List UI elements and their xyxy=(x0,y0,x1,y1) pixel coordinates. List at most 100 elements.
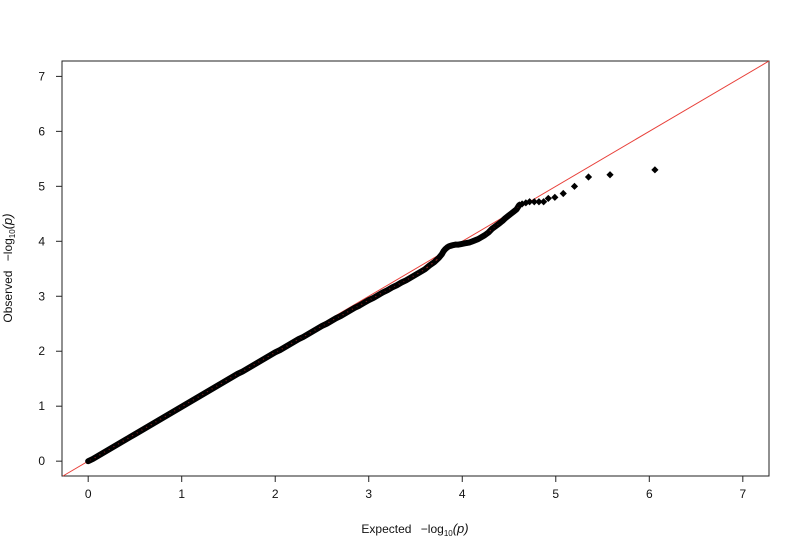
data-point xyxy=(197,392,204,399)
data-point xyxy=(485,229,492,236)
data-point xyxy=(513,206,520,213)
data-point xyxy=(421,266,428,273)
data-point xyxy=(286,341,293,348)
data-point xyxy=(551,193,559,201)
data-point xyxy=(211,384,218,391)
y-tick-label: 0 xyxy=(38,454,45,468)
data-point xyxy=(403,277,410,284)
data-point xyxy=(290,338,297,345)
data-point xyxy=(169,409,176,416)
data-point xyxy=(206,387,213,394)
data-point xyxy=(309,328,316,335)
data-point xyxy=(230,373,237,380)
data-point xyxy=(225,376,232,383)
data-point xyxy=(281,344,288,351)
data-point xyxy=(94,453,101,460)
data-point xyxy=(375,292,382,299)
data-point xyxy=(248,363,255,370)
y-axis: 0 1 2 3 4 5 6 7 xyxy=(38,69,62,468)
x-axis-label-prefix: Expected xyxy=(361,522,411,536)
data-point xyxy=(244,365,251,372)
x-tick-label: 2 xyxy=(272,487,279,501)
data-point xyxy=(131,431,138,438)
data-point xyxy=(426,262,433,269)
data-point xyxy=(304,331,311,338)
data-point xyxy=(150,420,157,427)
data-point xyxy=(651,166,659,174)
data-point xyxy=(481,232,488,239)
data-point xyxy=(398,279,405,286)
data-point xyxy=(333,315,340,322)
data-point xyxy=(295,336,302,343)
y-axis-label-prefix: Observed xyxy=(1,271,15,323)
data-point xyxy=(347,307,354,314)
data-point xyxy=(323,320,330,327)
data-point xyxy=(117,439,124,446)
y-axis-label-sub: 10 xyxy=(8,229,17,238)
x-tick-label: 0 xyxy=(85,487,92,501)
data-point xyxy=(559,189,567,198)
data-point xyxy=(370,294,377,301)
data-point xyxy=(127,433,134,440)
data-point xyxy=(141,425,148,432)
data-point xyxy=(379,289,386,296)
data-points-group xyxy=(85,166,659,465)
data-point xyxy=(164,411,171,418)
data-point xyxy=(272,349,279,356)
data-point xyxy=(136,428,143,435)
data-point xyxy=(192,395,199,402)
data-point xyxy=(216,381,223,388)
data-point xyxy=(384,287,391,294)
data-point xyxy=(337,313,344,320)
data-point xyxy=(220,379,227,386)
data-point xyxy=(342,310,349,317)
plot-frame xyxy=(61,60,770,477)
data-point xyxy=(412,271,419,278)
data-point xyxy=(318,322,325,329)
data-point xyxy=(108,444,115,451)
data-point xyxy=(160,414,166,421)
data-point xyxy=(356,302,363,309)
y-tick-label: 2 xyxy=(38,344,45,358)
data-point xyxy=(234,370,241,377)
y-tick-label: 4 xyxy=(38,234,45,248)
x-tick-label: 5 xyxy=(552,487,559,501)
data-point xyxy=(99,450,106,457)
data-point xyxy=(253,360,260,367)
data-point xyxy=(431,259,438,266)
data-point xyxy=(530,198,538,206)
y-tick-label: 1 xyxy=(38,399,45,413)
data-point xyxy=(202,390,209,396)
data-point xyxy=(103,447,110,454)
data-point xyxy=(89,455,96,462)
data-point xyxy=(407,274,414,281)
data-point xyxy=(300,333,307,340)
data-point xyxy=(417,269,424,276)
data-point xyxy=(328,317,335,324)
data-point xyxy=(570,182,579,190)
data-point xyxy=(435,254,442,261)
x-axis-label: Expected −log10(p) xyxy=(361,521,468,538)
data-point xyxy=(258,357,265,364)
y-axis-label-arg: (p) xyxy=(0,213,15,229)
data-point xyxy=(540,198,548,206)
data-point xyxy=(361,299,368,306)
data-point xyxy=(507,210,514,217)
data-point xyxy=(113,442,120,449)
y-tick-label: 3 xyxy=(38,289,45,303)
data-point xyxy=(183,400,190,407)
data-point xyxy=(314,325,321,332)
data-point xyxy=(174,406,181,413)
x-tick-label: 1 xyxy=(178,487,185,501)
data-point xyxy=(492,222,499,229)
x-tick-label: 3 xyxy=(365,487,372,501)
y-tick-label: 7 xyxy=(38,69,45,83)
data-point xyxy=(178,403,185,410)
x-axis: 0 1 2 3 4 5 6 7 xyxy=(85,476,746,501)
data-point xyxy=(85,458,92,465)
data-point xyxy=(267,352,274,359)
data-point xyxy=(365,297,372,304)
data-point xyxy=(351,304,358,311)
x-tick-label: 6 xyxy=(646,487,653,501)
